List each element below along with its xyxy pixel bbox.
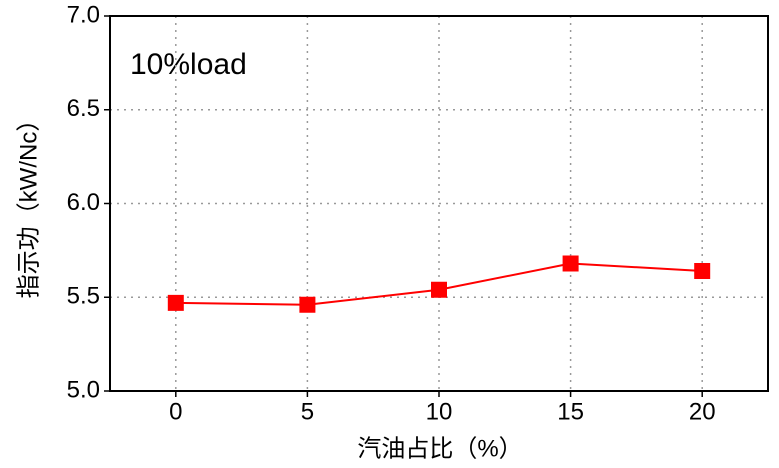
y-tick-label: 7.0 bbox=[67, 1, 100, 28]
y-tick-label: 6.0 bbox=[67, 189, 100, 216]
data-point bbox=[299, 296, 316, 313]
data-point bbox=[562, 255, 579, 272]
x-tick-label: 5 bbox=[301, 398, 314, 425]
x-tick-label: 15 bbox=[557, 398, 584, 425]
y-axis-label: 指示功（kW/Nc） bbox=[15, 108, 42, 299]
x-axis-label: 汽油占比（%） bbox=[357, 435, 522, 462]
x-tick-label: 10 bbox=[426, 398, 453, 425]
data-point bbox=[694, 263, 711, 279]
y-tick-label: 5.0 bbox=[67, 376, 100, 403]
annotation: 10%load bbox=[130, 48, 247, 81]
data-point bbox=[167, 294, 184, 311]
data-point bbox=[431, 281, 447, 298]
y-tick-label: 6.5 bbox=[67, 95, 100, 122]
x-tick-label: 0 bbox=[169, 398, 182, 425]
x-tick-label: 20 bbox=[689, 398, 716, 425]
y-tick-label: 5.5 bbox=[67, 283, 100, 310]
plot-frame bbox=[109, 15, 769, 392]
